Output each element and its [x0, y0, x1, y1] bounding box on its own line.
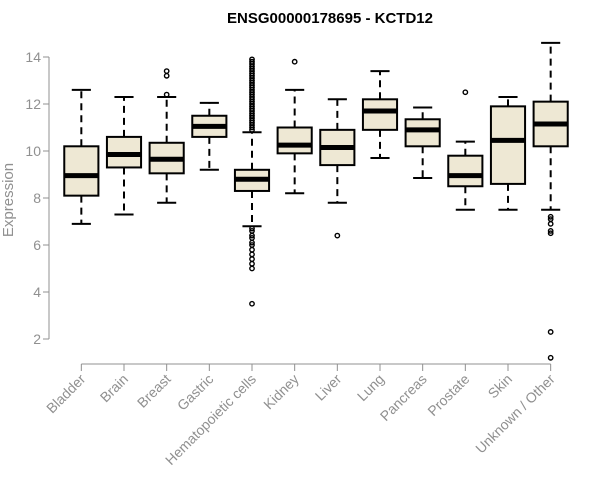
outlier-point — [249, 300, 255, 307]
y-axis: 2 4 6 8 10 12 14 — [25, 49, 50, 347]
box-iqr — [63, 145, 100, 197]
chart-title: ENSG00000178695 - KCTD12 — [227, 10, 433, 27]
y-tick-label: 4 — [33, 284, 41, 300]
box-pancreas — [404, 106, 441, 180]
box-iqr — [404, 118, 441, 148]
outlier-point — [249, 251, 255, 258]
outlier-point — [334, 232, 341, 239]
outlier-point — [547, 216, 554, 223]
x-category-label: Skin — [485, 371, 516, 402]
x-category-label: Kidney — [260, 371, 302, 413]
box-gastric — [191, 101, 228, 171]
box-iqr — [276, 126, 313, 155]
boxes-group — [63, 41, 569, 361]
outlier-point — [249, 225, 255, 232]
box-lung — [361, 70, 399, 160]
box-kidney — [276, 58, 313, 195]
box-iqr — [361, 98, 399, 131]
outlier-point — [249, 256, 255, 262]
box-skin — [489, 95, 527, 211]
outlier-point — [547, 329, 554, 335]
x-category-label: Unknown / Other — [472, 371, 558, 457]
outlier-point — [547, 230, 554, 237]
outlier-point — [249, 56, 255, 63]
y-axis-label: Expression — [0, 163, 17, 237]
y-tick-label: 10 — [25, 143, 41, 159]
box-breast — [148, 68, 185, 204]
outlier-point — [547, 227, 554, 234]
y-tick-label: 8 — [33, 190, 41, 206]
box-bladder — [63, 88, 100, 225]
outlier-point — [462, 89, 469, 96]
y-tick-label: 2 — [33, 331, 41, 347]
x-category-label: Bladder — [43, 371, 89, 417]
outlier-point — [163, 91, 170, 98]
y-tick-label: 14 — [25, 49, 41, 65]
outlier-point — [291, 58, 298, 65]
y-tick-label: 6 — [33, 237, 41, 253]
y-tick-label: 12 — [25, 96, 41, 112]
outlier-point — [163, 68, 170, 75]
box-hematopoietic-cells — [233, 56, 271, 307]
outlier-point — [249, 235, 255, 241]
x-category-label: Prostate — [424, 371, 472, 419]
box-iqr — [489, 105, 527, 185]
outlier-point — [547, 220, 554, 227]
box-liver — [319, 98, 356, 239]
outlier-point — [249, 265, 255, 272]
x-category-label: Liver — [312, 371, 345, 404]
outlier-point — [249, 246, 255, 253]
outlier-point — [249, 242, 255, 248]
box-iqr — [447, 154, 484, 188]
outlier-point — [163, 72, 170, 79]
outlier-point — [249, 227, 255, 234]
outlier-point — [547, 213, 554, 220]
box-prostate — [447, 89, 484, 211]
box-brain — [105, 95, 143, 216]
outlier-point — [547, 354, 554, 361]
outlier-point — [249, 58, 255, 65]
x-category-label: Brain — [97, 371, 131, 405]
x-category-label: Gastric — [174, 371, 217, 414]
box-unknown-other — [532, 41, 569, 361]
x-category-label: Pancreas — [377, 371, 430, 424]
x-category-label: Breast — [134, 371, 174, 411]
x-category-label: Lung — [354, 371, 387, 404]
outlier-point — [249, 260, 255, 267]
